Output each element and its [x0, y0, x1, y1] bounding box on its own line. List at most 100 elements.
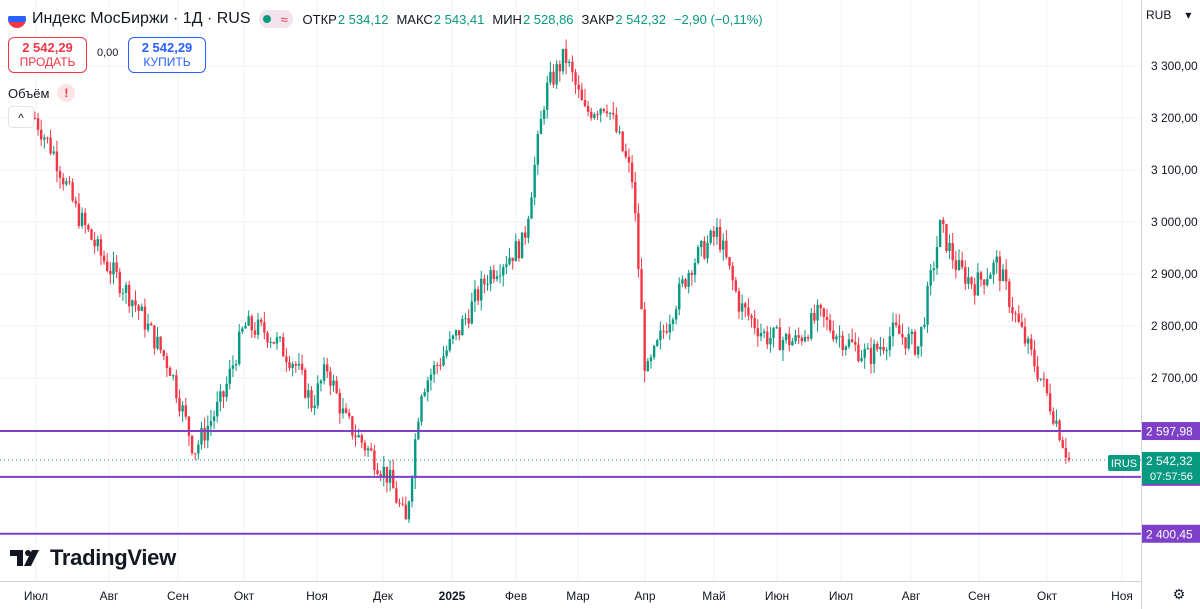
- candle-body: [33, 118, 37, 119]
- candle-body: [83, 212, 87, 225]
- candle-body: [1055, 420, 1058, 424]
- candle-body: [175, 375, 178, 399]
- y-tick-label: 2 800,00: [1151, 319, 1198, 333]
- candle-body: [806, 336, 810, 339]
- candle-body: [583, 100, 587, 106]
- candle-body: [489, 270, 492, 284]
- candle-body: [561, 48, 565, 72]
- candle-body: [898, 325, 901, 335]
- candle-body: [354, 435, 357, 438]
- candle-body: [395, 488, 398, 503]
- market-status-icon[interactable]: ≈: [258, 10, 293, 28]
- candle-body: [451, 335, 455, 340]
- candle-body: [43, 137, 46, 140]
- candle-body: [445, 350, 448, 356]
- candle-body: [203, 427, 206, 441]
- candle-body: [960, 260, 964, 268]
- candle-body: [165, 356, 169, 368]
- candle-body: [373, 450, 376, 471]
- candle-body: [360, 435, 363, 443]
- candle-body: [200, 427, 203, 445]
- countdown-label: 07:57:56: [1150, 471, 1193, 483]
- symbol-title[interactable]: Индекс МосБиржи · 1Д · RUS: [32, 10, 251, 27]
- candle-body: [216, 401, 219, 417]
- candle-body: [555, 64, 558, 85]
- candle-body: [709, 230, 712, 243]
- candle-body: [954, 260, 958, 270]
- candle-body: [891, 322, 895, 337]
- y-tick-label: 3 300,00: [1151, 59, 1198, 73]
- candle-body: [209, 421, 213, 426]
- candle-body: [756, 328, 760, 337]
- currency-selector[interactable]: RUB ▾: [1146, 8, 1191, 22]
- candle-body: [442, 355, 445, 366]
- candle-body: [744, 303, 747, 308]
- candle-body: [404, 504, 407, 520]
- candle-body: [712, 230, 716, 237]
- candle-body: [212, 416, 216, 422]
- low-value: 2 528,86: [522, 11, 574, 27]
- candle-body: [640, 269, 643, 310]
- candle-body: [734, 280, 738, 292]
- candle-body: [656, 340, 659, 346]
- warning-icon[interactable]: !: [57, 84, 76, 102]
- candle-body: [511, 257, 514, 262]
- candle-body: [514, 241, 518, 262]
- settings-icon[interactable]: ⚙: [1172, 586, 1186, 602]
- volume-indicator[interactable]: Объём !: [8, 84, 76, 102]
- candle-body: [80, 212, 84, 227]
- candle-body: [297, 363, 301, 366]
- candle-body: [549, 71, 552, 83]
- candle-body: [319, 380, 323, 384]
- candle-body: [737, 291, 741, 312]
- candle-body: [329, 371, 332, 386]
- high-value: 2 543,41: [433, 11, 485, 27]
- candle-body: [942, 219, 945, 225]
- x-tick-label: Авг: [902, 589, 921, 603]
- candle-body: [706, 242, 709, 259]
- candle-body: [382, 466, 385, 477]
- candle-body: [869, 348, 873, 364]
- candle-body: [1067, 457, 1071, 460]
- candle-body: [957, 260, 961, 270]
- candle-body: [93, 239, 96, 247]
- candle-body: [39, 129, 43, 140]
- candle-body: [605, 111, 609, 114]
- candle-body: [102, 255, 106, 262]
- candle-body: [599, 108, 602, 115]
- candle-body: [74, 200, 77, 204]
- candle-body: [266, 332, 269, 343]
- buy-button[interactable]: 2 542,29 КУПИТЬ: [128, 37, 206, 73]
- tradingview-logo[interactable]: TradingView: [10, 545, 176, 571]
- x-tick-label: Дек: [373, 589, 394, 603]
- candle-body: [1045, 379, 1049, 394]
- candle-body: [923, 324, 926, 327]
- candle-body: [759, 332, 763, 337]
- candle-body: [634, 182, 637, 214]
- candle-body: [1014, 313, 1017, 315]
- candle-body: [596, 114, 599, 116]
- candle-body: [558, 64, 562, 72]
- candle-body: [643, 309, 646, 372]
- candle-body: [288, 362, 291, 368]
- candle-body: [938, 219, 942, 247]
- candle-body: [825, 316, 829, 320]
- candle-body: [429, 374, 433, 381]
- candle-body: [480, 278, 483, 301]
- candle-body: [593, 114, 596, 118]
- candle-body: [772, 327, 775, 338]
- sell-button[interactable]: 2 542,29 ПРОДАТЬ: [8, 37, 87, 73]
- candle-body: [615, 114, 618, 132]
- buy-price: 2 542,29: [141, 40, 193, 55]
- candle-body: [791, 341, 794, 346]
- collapse-legend-button[interactable]: ^: [8, 106, 34, 128]
- candle-body: [87, 224, 90, 230]
- candle-body: [904, 337, 907, 349]
- candle-body: [363, 442, 367, 451]
- candle-body: [275, 337, 279, 344]
- spread-value: 0,00: [97, 47, 119, 59]
- candle-body: [828, 319, 832, 331]
- level-price-label: 2 597,98: [1146, 425, 1193, 439]
- candle-body: [580, 89, 584, 101]
